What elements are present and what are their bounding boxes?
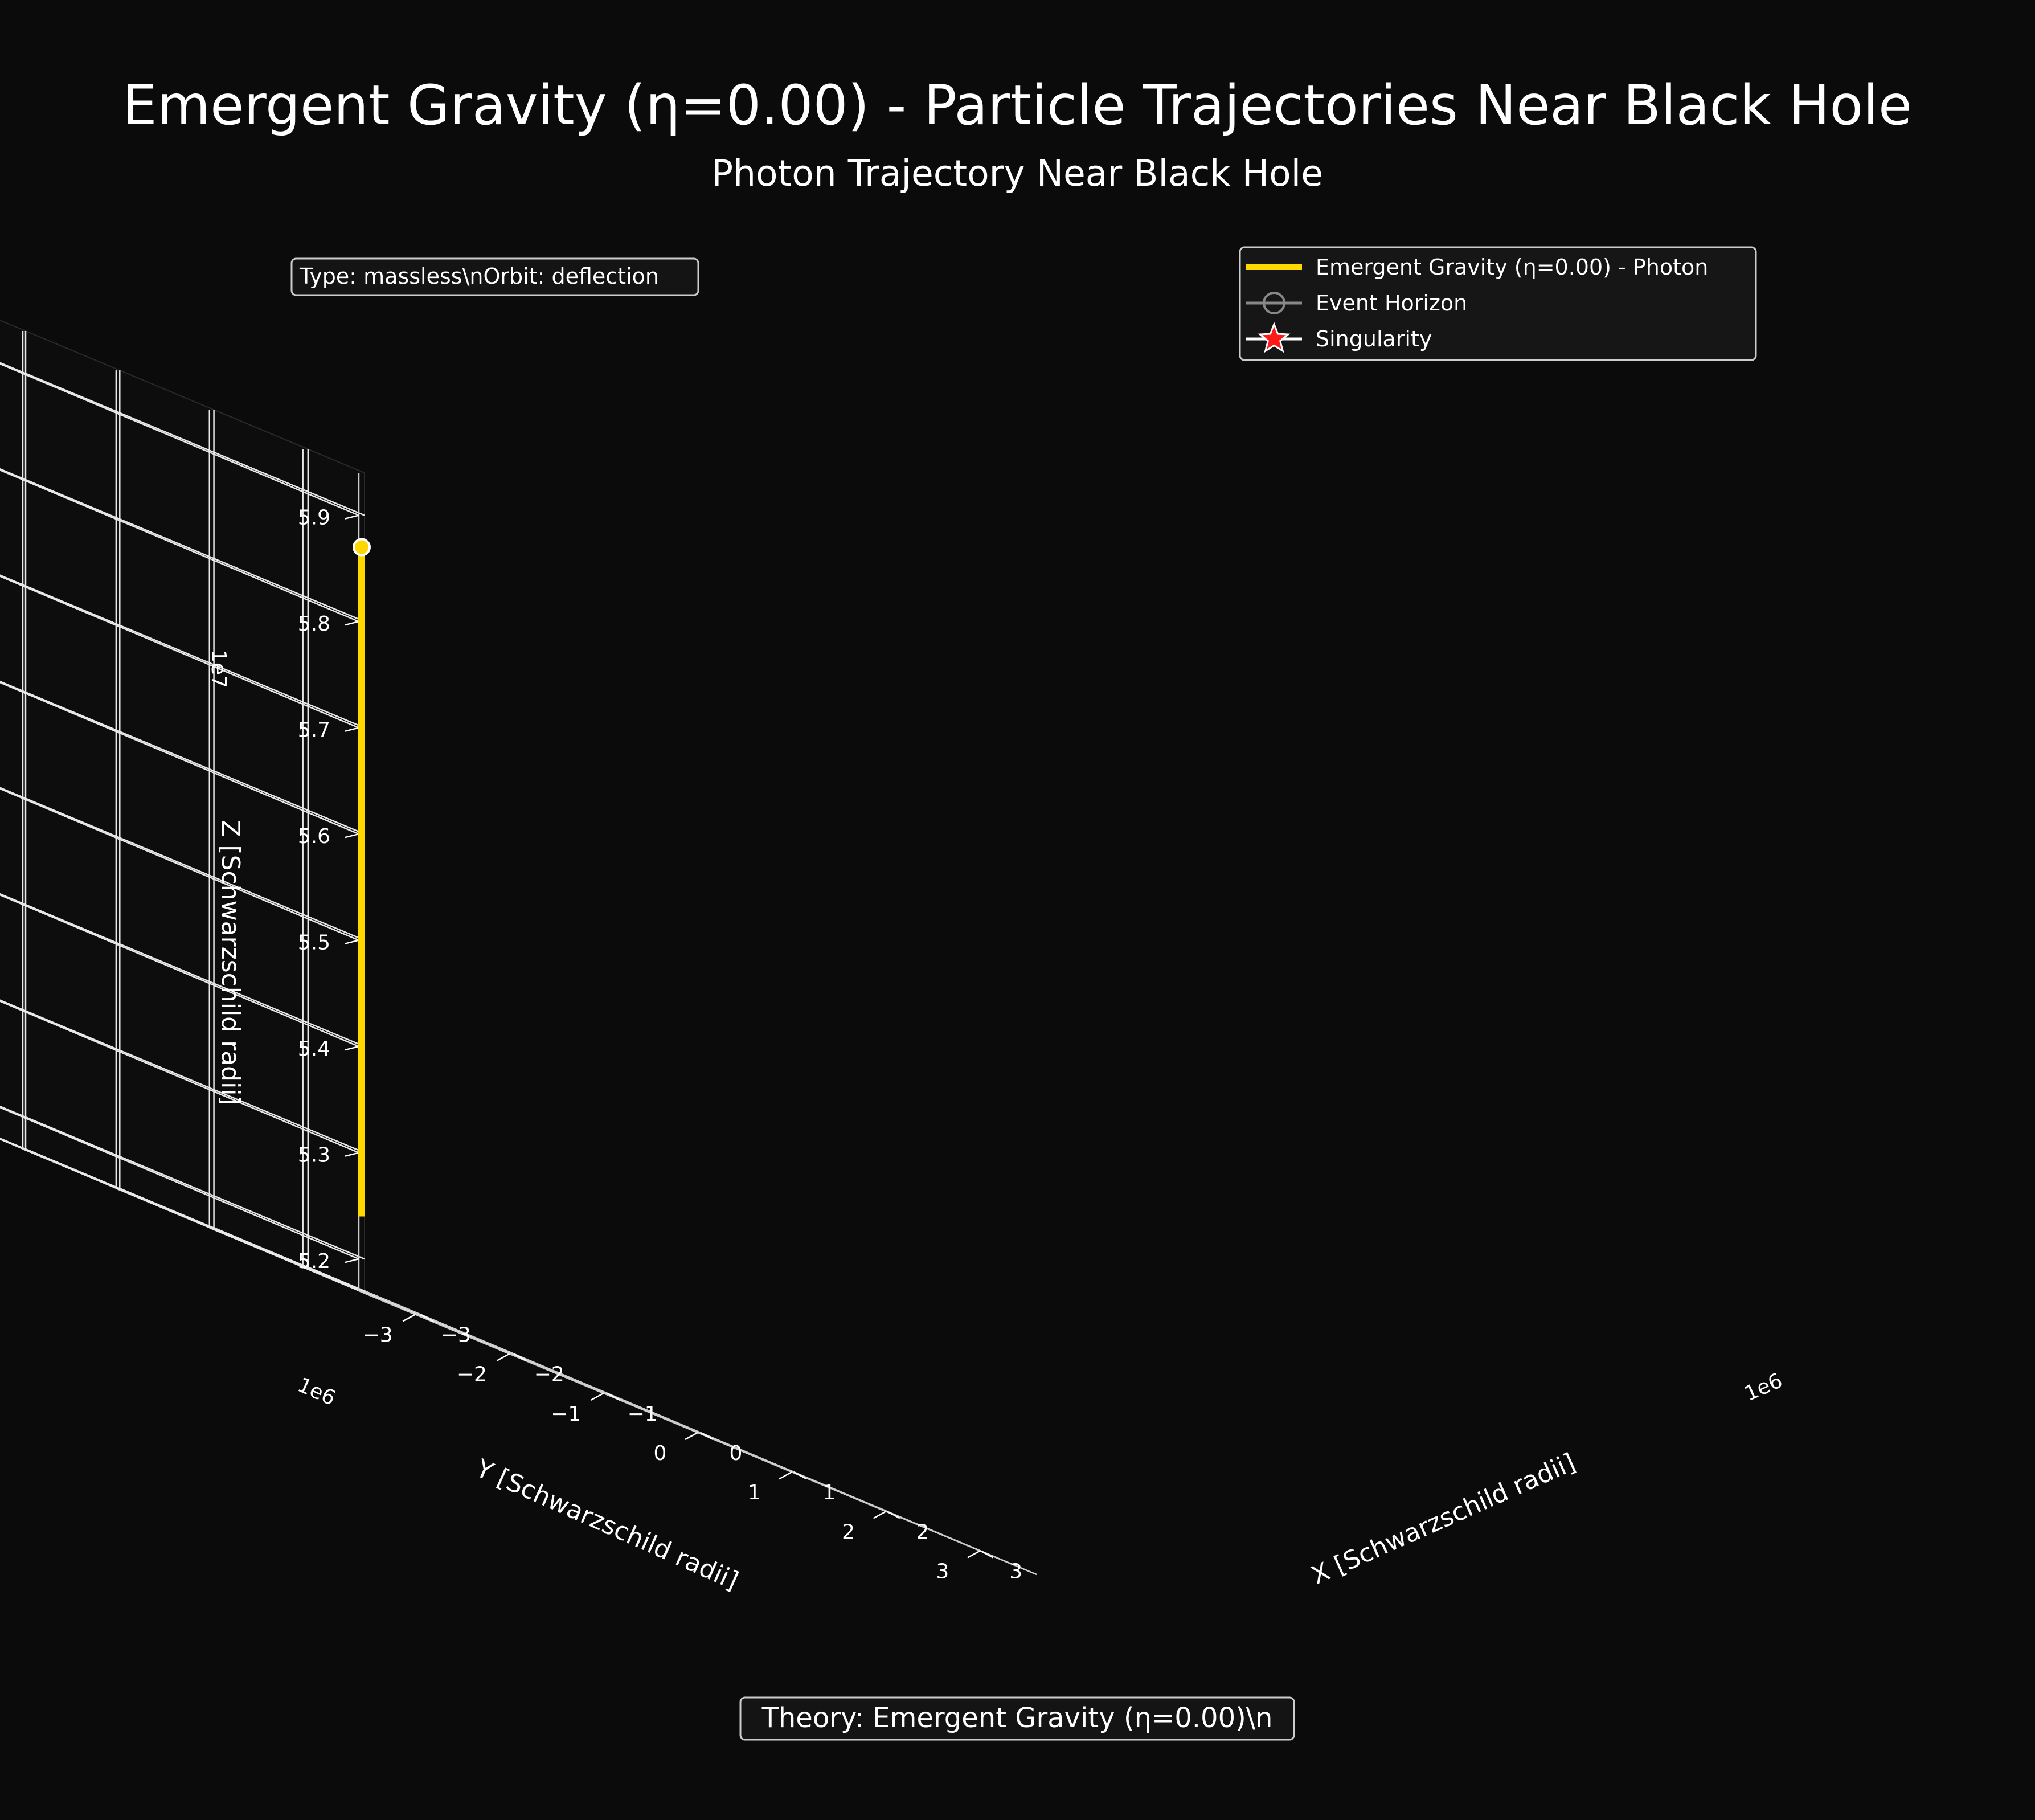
- left-wall-gridline-z-3: [0, 788, 359, 941]
- right-wall-gridline-z-2: [0, 893, 365, 1048]
- y-tick-label: −3: [363, 1324, 393, 1347]
- info-box-text: Type: massless\nOrbit: deflection: [299, 264, 659, 289]
- z-tick-4: [345, 833, 359, 839]
- z-tick-label: 5.2: [298, 1250, 330, 1273]
- gridlines: [0, 331, 981, 1552]
- legend-item-photon: Emergent Gravity (η=0.00) - Photon: [1246, 255, 1708, 280]
- z-tick-3: [345, 939, 359, 944]
- x-tick-label: 3: [1009, 1560, 1022, 1584]
- legend-label-singularity: Singularity: [1316, 326, 1432, 351]
- legend-label-photon: Emergent Gravity (η=0.00) - Photon: [1316, 255, 1708, 280]
- z-tick-1: [345, 1152, 359, 1157]
- z-tick-0: [345, 1258, 359, 1263]
- y-tick-label: 3: [936, 1560, 949, 1584]
- event-horizon-marker-icon: [1263, 292, 1285, 314]
- left-wall-gridline-z-1: [0, 1000, 359, 1154]
- legend-item-singularity: Singularity: [1246, 321, 1432, 353]
- y-tick-2: [591, 1392, 604, 1401]
- right-wall-gridline-z-4: [0, 680, 365, 835]
- left-wall-gridline-z-4: [0, 681, 359, 835]
- right-wall-gridline-z-6: [0, 468, 365, 623]
- left-wall-gridline-z-2: [0, 894, 359, 1048]
- singularity-star-icon: [1258, 321, 1291, 353]
- footer-box: Theory: Emergent Gravity (η=0.00)\n: [739, 1696, 1295, 1741]
- left-wall-gridline-z-5: [0, 575, 359, 729]
- footer-box-text: Theory: Emergent Gravity (η=0.00)\n: [761, 1702, 1273, 1734]
- z-tick-5: [345, 727, 359, 732]
- y-tick-label: 0: [654, 1442, 667, 1465]
- left-wall-gridline-z-0: [0, 1106, 359, 1260]
- left-wall-gridline-z-7: [0, 363, 359, 516]
- y-tick-0: [402, 1314, 416, 1322]
- z-tick-label: 5.4: [298, 1037, 330, 1061]
- x-tick-label: −2: [534, 1363, 564, 1387]
- x-tick-0: [420, 1314, 433, 1322]
- z-tick-2: [345, 1045, 359, 1051]
- x-tick-label: 2: [916, 1520, 929, 1544]
- x-tick-2: [607, 1392, 620, 1401]
- y-tick-6: [967, 1550, 981, 1559]
- y-tick-label: 1: [748, 1481, 761, 1504]
- right-wall-gridline-z-7: [0, 362, 365, 516]
- z-tick-6: [345, 620, 359, 626]
- x-tick-label: −3: [441, 1324, 471, 1347]
- tick-labels: −3−2−10123−3−2−101235.25.35.45.55.65.75.…: [298, 506, 1022, 1584]
- figure-subtitle: Photon Trajectory Near Black Hole: [711, 153, 1323, 194]
- z-offset-text: 1e7: [207, 649, 230, 688]
- z-tick-label: 5.6: [298, 825, 330, 848]
- x-tick-6: [980, 1550, 994, 1559]
- y-tick-label: −1: [551, 1402, 581, 1426]
- legend: Emergent Gravity (η=0.00) - Photon Event…: [1239, 246, 1757, 361]
- left-wall-gridline-z-6: [0, 469, 359, 623]
- z-axis-label: Z [Schwarzschild radii]: [216, 820, 245, 1105]
- right-wall-gridline-z-3: [0, 787, 365, 941]
- x-tick-label: 1: [822, 1481, 836, 1504]
- figure-title: Emergent Gravity (η=0.00) - Particle Tra…: [122, 73, 1912, 137]
- right-wall-gridline-z-1: [0, 999, 365, 1154]
- axes-3d: −3−2−10123−3−2−101235.25.35.45.55.65.75.…: [0, 320, 1037, 1584]
- x-tick-3: [700, 1432, 714, 1441]
- x-tick-4: [793, 1471, 807, 1480]
- x-tick-label: 0: [730, 1442, 743, 1465]
- x-tick-1: [513, 1353, 527, 1361]
- z-tick-label: 5.8: [298, 612, 330, 636]
- z-tick-label: 5.3: [298, 1144, 330, 1167]
- z-tick-7: [345, 514, 359, 520]
- info-box: Type: massless\nOrbit: deflection: [290, 257, 699, 296]
- legend-item-event-horizon: Event Horizon: [1246, 291, 1467, 316]
- x-tick-5: [887, 1511, 900, 1519]
- y-tick-4: [779, 1471, 792, 1480]
- y-tick-3: [685, 1432, 698, 1441]
- z-tick-label: 5.7: [298, 719, 330, 742]
- photon-start-marker: [353, 538, 371, 557]
- right-wall-gridline-z-5: [0, 574, 365, 729]
- z-tick-label: 5.5: [298, 931, 330, 955]
- y-tick-label: 2: [842, 1520, 855, 1544]
- y-tick-1: [496, 1353, 510, 1361]
- x-tick-label: −1: [628, 1402, 658, 1426]
- y-tick-5: [873, 1511, 887, 1519]
- y-tick-label: −2: [457, 1363, 487, 1387]
- legend-label-event-horizon: Event Horizon: [1316, 291, 1467, 316]
- z-tick-label: 5.9: [298, 506, 330, 530]
- right-wall-gridline-z-0: [0, 1105, 365, 1260]
